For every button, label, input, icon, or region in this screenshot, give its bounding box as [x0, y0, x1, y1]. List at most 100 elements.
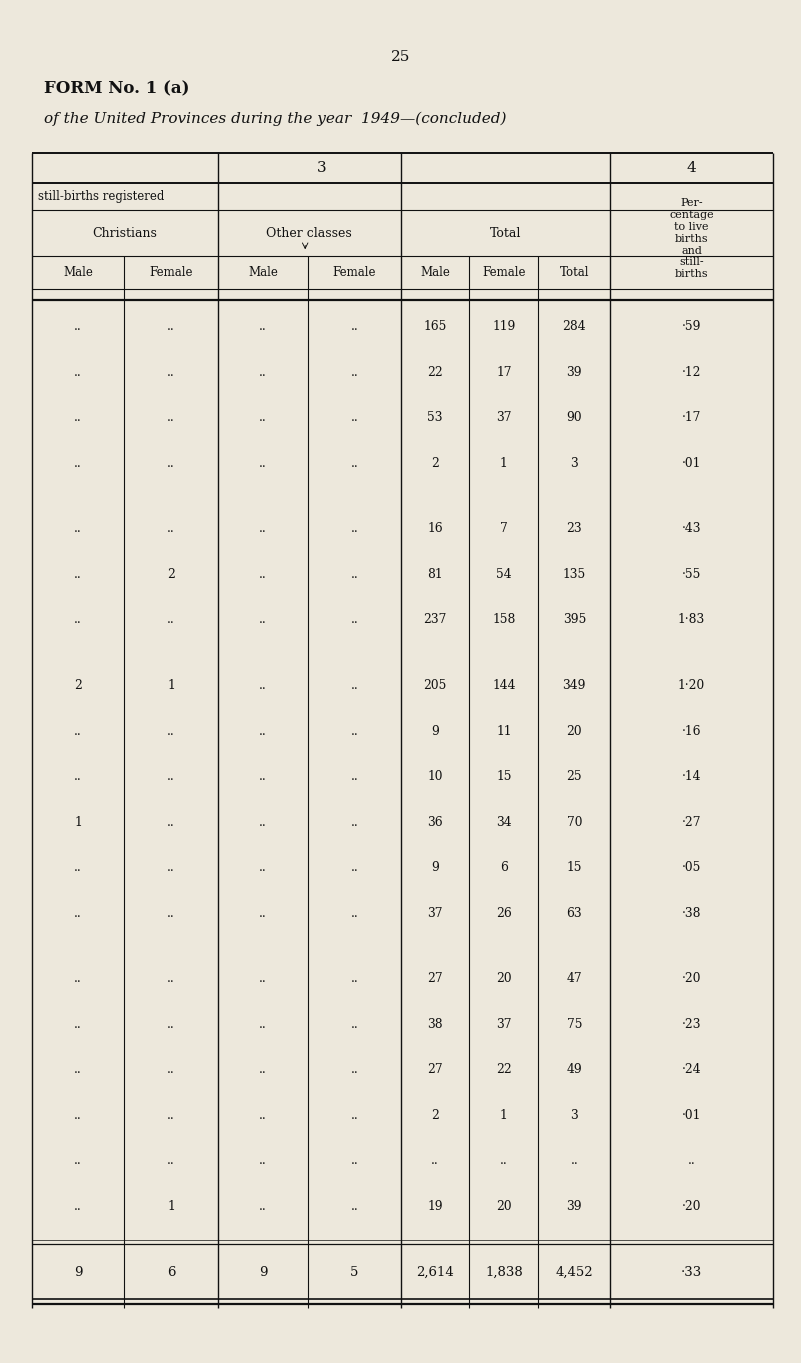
Text: 119: 119: [492, 320, 516, 333]
Text: 2: 2: [431, 1109, 439, 1122]
Text: 3: 3: [316, 161, 326, 174]
Text: and: and: [681, 245, 702, 256]
Text: 3: 3: [570, 1109, 578, 1122]
Text: 1: 1: [500, 1109, 508, 1122]
Text: Per-: Per-: [680, 198, 703, 209]
Text: ..: ..: [351, 457, 358, 469]
Text: 237: 237: [423, 613, 447, 627]
Text: ..: ..: [351, 1199, 358, 1213]
Text: ·20: ·20: [682, 1199, 702, 1213]
Text: ..: ..: [351, 1109, 358, 1122]
Text: ·01: ·01: [682, 457, 702, 469]
Text: 37: 37: [496, 1018, 512, 1030]
Text: 22: 22: [427, 365, 443, 379]
Text: 39: 39: [566, 365, 582, 379]
Text: ..: ..: [167, 522, 175, 536]
Text: 20: 20: [496, 972, 512, 985]
Text: ..: ..: [260, 1018, 267, 1030]
Text: ..: ..: [688, 1154, 695, 1167]
Text: 75: 75: [566, 1018, 582, 1030]
Text: ..: ..: [167, 906, 175, 920]
Text: 284: 284: [562, 320, 586, 333]
Text: ..: ..: [260, 861, 267, 874]
Text: 205: 205: [423, 679, 447, 692]
Text: ·16: ·16: [682, 725, 702, 737]
Text: births: births: [675, 270, 708, 279]
Text: 135: 135: [562, 568, 586, 581]
Text: ..: ..: [167, 1063, 175, 1077]
Text: 15: 15: [566, 861, 582, 874]
Text: 1·83: 1·83: [678, 613, 706, 627]
Text: ..: ..: [260, 457, 267, 469]
Text: ..: ..: [260, 770, 267, 784]
Text: 1: 1: [500, 457, 508, 469]
Text: 11: 11: [496, 725, 512, 737]
Text: ..: ..: [74, 1109, 82, 1122]
Text: 3: 3: [570, 457, 578, 469]
Text: 6: 6: [167, 1266, 175, 1278]
Text: ..: ..: [74, 412, 82, 424]
Text: 1,838: 1,838: [485, 1266, 523, 1278]
Text: ·12: ·12: [682, 365, 702, 379]
Text: 38: 38: [427, 1018, 443, 1030]
Text: ..: ..: [167, 365, 175, 379]
Text: 9: 9: [431, 861, 439, 874]
Text: ·17: ·17: [682, 412, 702, 424]
Text: 144: 144: [492, 679, 516, 692]
Text: 25: 25: [566, 770, 582, 784]
Text: ..: ..: [260, 412, 267, 424]
Text: 81: 81: [427, 568, 443, 581]
Text: 20: 20: [566, 725, 582, 737]
Text: ·55: ·55: [682, 568, 702, 581]
Text: ..: ..: [167, 972, 175, 985]
Text: Christians: Christians: [93, 226, 157, 240]
Text: ..: ..: [260, 365, 267, 379]
Text: ..: ..: [260, 1109, 267, 1122]
Text: 34: 34: [496, 815, 512, 829]
Text: ·33: ·33: [681, 1266, 702, 1278]
Text: 70: 70: [566, 815, 582, 829]
Text: ·01: ·01: [682, 1109, 702, 1122]
Text: ·43: ·43: [682, 522, 702, 536]
Text: to live: to live: [674, 222, 709, 232]
Text: 2: 2: [431, 457, 439, 469]
Text: 10: 10: [427, 770, 443, 784]
Text: 7: 7: [500, 522, 508, 536]
Text: ..: ..: [74, 365, 82, 379]
Text: of the United Provinces during the year  1949—(concluded): of the United Provinces during the year …: [44, 112, 506, 125]
Text: ..: ..: [167, 1018, 175, 1030]
Text: ..: ..: [167, 412, 175, 424]
Text: ..: ..: [260, 725, 267, 737]
Text: 2: 2: [167, 568, 175, 581]
Text: ..: ..: [351, 1018, 358, 1030]
Text: 27: 27: [427, 1063, 443, 1077]
Text: 37: 37: [496, 412, 512, 424]
Text: 158: 158: [492, 613, 516, 627]
Text: FORM No. 1 (a): FORM No. 1 (a): [44, 80, 190, 97]
Text: ·23: ·23: [682, 1018, 702, 1030]
Text: 165: 165: [423, 320, 447, 333]
Text: ..: ..: [351, 972, 358, 985]
Text: Male: Male: [420, 266, 450, 279]
Text: ..: ..: [167, 1109, 175, 1122]
Text: 49: 49: [566, 1063, 582, 1077]
Text: ..: ..: [260, 679, 267, 692]
Text: 1·20: 1·20: [678, 679, 706, 692]
Text: 15: 15: [496, 770, 512, 784]
Text: ..: ..: [260, 1063, 267, 1077]
Text: ..: ..: [351, 725, 358, 737]
Text: ..: ..: [500, 1154, 508, 1167]
Text: ..: ..: [351, 412, 358, 424]
Text: 1: 1: [167, 679, 175, 692]
Text: centage: centage: [670, 210, 714, 219]
Text: ..: ..: [74, 320, 82, 333]
Text: ..: ..: [351, 679, 358, 692]
Text: 22: 22: [496, 1063, 512, 1077]
Text: 395: 395: [562, 613, 586, 627]
Text: ..: ..: [351, 1154, 358, 1167]
Text: 23: 23: [566, 522, 582, 536]
Text: ..: ..: [260, 906, 267, 920]
Text: Female: Female: [149, 266, 193, 279]
Text: 25: 25: [391, 50, 410, 64]
Text: ..: ..: [260, 1199, 267, 1213]
